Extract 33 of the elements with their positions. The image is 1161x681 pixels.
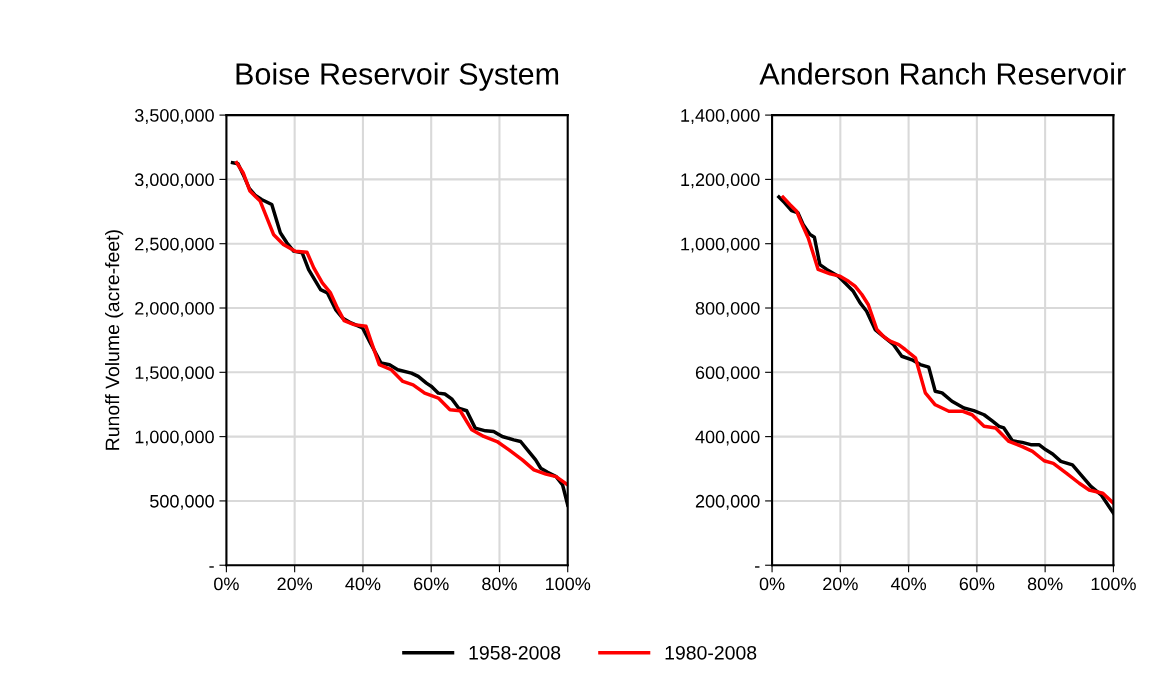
y-tick-label: 2,500,000: [135, 237, 214, 253]
chart-title: Anderson Ranch Reservoir: [759, 62, 1126, 85]
y-tick-label: 600,000: [695, 366, 760, 382]
y-tick-label: 400,000: [695, 430, 760, 446]
x-tick-label: 80%: [482, 577, 517, 591]
y-tick-label: 1,500,000: [135, 366, 214, 382]
x-tick-label: 0%: [214, 577, 239, 591]
y-tick-label: 3,500,000: [134, 109, 214, 124]
y-tick-label: 800,000: [695, 301, 760, 317]
y-tick-label: 1,400,000: [681, 109, 760, 124]
y-tick-label: 1,000,000: [135, 430, 214, 446]
x-tick-label: 80%: [1027, 577, 1063, 591]
y-tick-label: -: [755, 566, 760, 568]
x-tick-label: 40%: [345, 577, 381, 591]
y-tick-label: 1,000,000: [681, 237, 760, 253]
y-tick-label: 1,200,000: [681, 173, 760, 189]
y-tick-label: -: [209, 566, 214, 568]
x-tick-label: 60%: [959, 577, 995, 591]
x-tick-label: 20%: [823, 577, 858, 591]
x-tick-label: 100%: [546, 577, 591, 591]
x-tick-label: 20%: [277, 577, 313, 591]
y-tick-label: 500,000: [150, 494, 214, 510]
x-tick-label: 0%: [759, 577, 785, 591]
x-tick-label: 60%: [414, 577, 449, 591]
y-axis-title: Runoff Volume (acre-feet): [105, 230, 124, 450]
legend-label: 1980-2008: [665, 645, 757, 660]
x-tick-label: 100%: [1091, 577, 1136, 591]
x-tick-label: 40%: [890, 577, 927, 591]
chart-title: Boise Reservoir System: [236, 62, 559, 91]
legend-label: 1958-2008: [469, 645, 561, 660]
y-tick-label: 2,000,000: [135, 301, 214, 317]
y-tick-label: 3,000,000: [134, 173, 214, 189]
y-tick-label: 200,000: [695, 494, 760, 510]
